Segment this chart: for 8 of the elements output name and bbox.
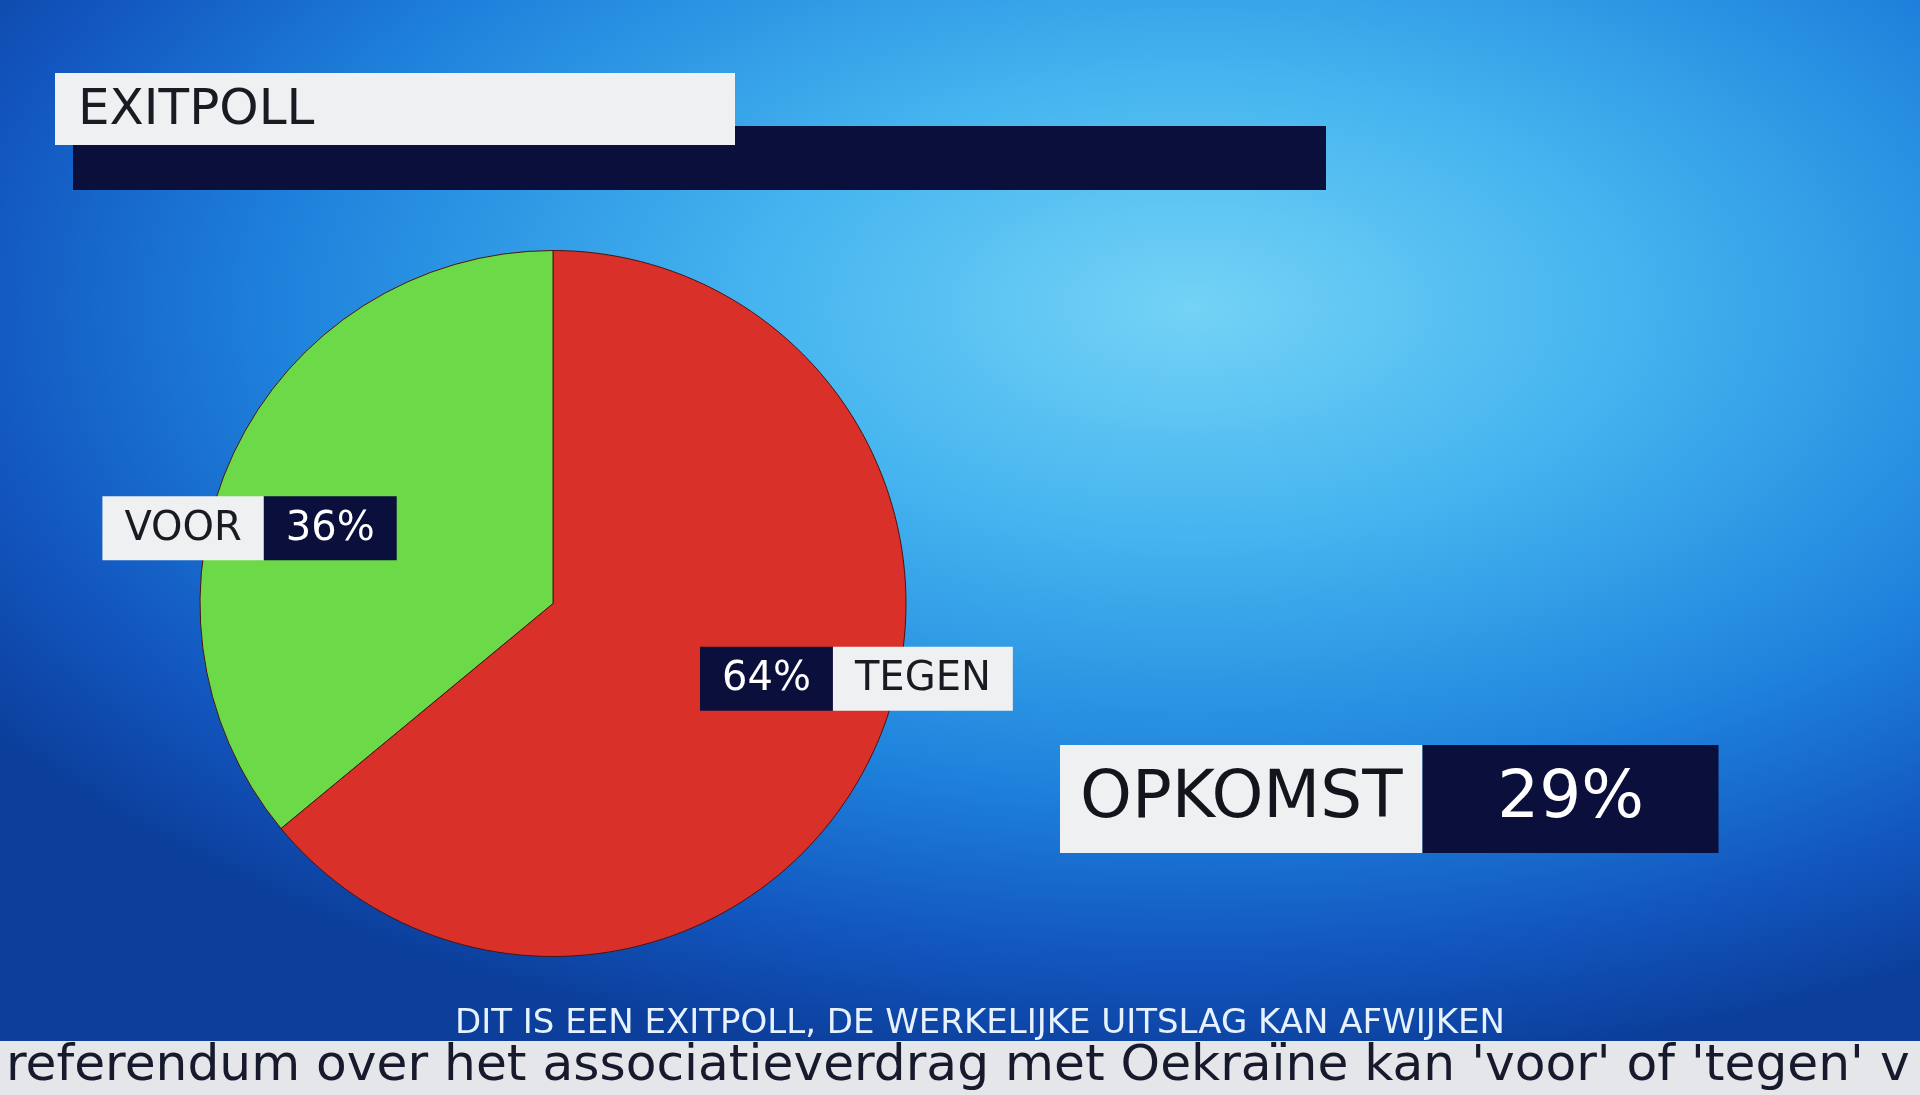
text: 29% (1497, 756, 1644, 834)
text: OPKOMST (1080, 756, 1404, 834)
text: DIT IS EEN EXITPOLL, DE WERKELIJKE UITSLAG KAN AFWIJKEN (455, 1001, 1505, 1041)
data-label: 36% (285, 502, 375, 549)
data-label: 64% (722, 653, 811, 700)
slice-label: VOOR (124, 502, 242, 549)
chart-title: EXITPOLL (78, 77, 315, 136)
slice-label: TEGEN (853, 653, 991, 700)
